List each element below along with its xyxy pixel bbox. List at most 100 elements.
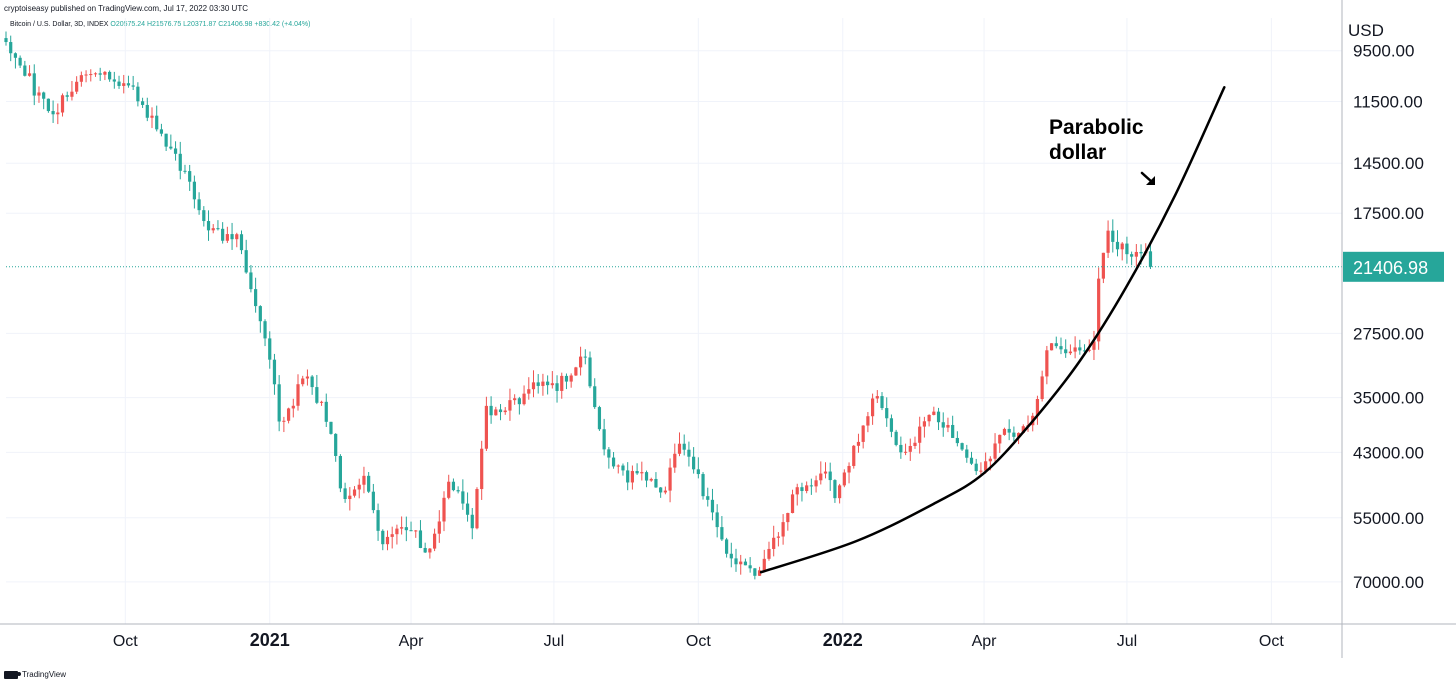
price-tick-label: 14500.00	[1353, 154, 1424, 173]
candle-body	[192, 181, 196, 200]
candle-body	[998, 434, 1002, 444]
candle-body	[385, 536, 390, 545]
candle-body	[1092, 341, 1096, 350]
candle-body	[305, 376, 310, 379]
parabolic-curve	[759, 86, 1226, 574]
candle-body	[27, 73, 32, 76]
candle-body	[390, 534, 394, 537]
candle-body	[169, 146, 173, 149]
candle-body	[790, 494, 795, 514]
candle-body	[475, 489, 479, 529]
candle-body	[786, 513, 790, 523]
candle-body	[206, 221, 211, 231]
candle-body	[527, 389, 531, 394]
time-tick-label: Apr	[399, 633, 425, 650]
candle-body	[1068, 351, 1073, 354]
candle-body	[828, 471, 832, 481]
price-axis[interactable]: 9500.00 11500.00 14500.00 17500.00 27500.00 3…	[1353, 42, 1424, 592]
candle-body	[216, 228, 220, 230]
annotation-line-1: Parabolic	[1049, 116, 1144, 139]
candle-body	[400, 527, 404, 529]
candle-body	[800, 487, 804, 492]
candle-body	[1125, 243, 1129, 255]
candle-body	[37, 92, 41, 96]
candle-body	[993, 443, 997, 459]
arrow-shaft	[1140, 171, 1154, 184]
tradingview-logo-icon	[4, 670, 21, 679]
candle-body	[531, 382, 536, 390]
candle-body	[470, 514, 474, 529]
candle-body	[1040, 376, 1044, 400]
price-tick-label: 27500.00	[1353, 324, 1424, 343]
candle-body	[908, 445, 912, 452]
candle-body	[583, 356, 587, 358]
current-price-badge-bg	[1343, 251, 1444, 282]
candle-body	[1059, 346, 1063, 350]
candle-body	[1130, 254, 1134, 257]
candle-body	[178, 153, 182, 171]
candle-body	[315, 387, 319, 403]
symbol-legend: Bitcoin / U.S. Dollar, 3D, INDEX O20575.…	[10, 21, 310, 28]
candle-body	[734, 558, 738, 565]
time-tick-label: Oct	[1259, 633, 1284, 650]
candle-body	[211, 228, 215, 231]
candle-body	[809, 485, 813, 487]
candle-body	[974, 463, 978, 472]
candle-body	[710, 499, 715, 513]
candle-body	[456, 490, 460, 492]
candle-body	[188, 171, 192, 182]
candle-body	[9, 42, 13, 54]
currency-label: USD	[1348, 21, 1384, 40]
candle-body	[541, 381, 545, 386]
candle-body	[447, 481, 451, 498]
candle-body	[951, 424, 955, 438]
candle-body	[838, 485, 842, 499]
candle-body	[984, 461, 988, 471]
candle-body	[564, 375, 569, 382]
price-tick-label: 35000.00	[1353, 389, 1424, 408]
candle-body	[221, 228, 225, 241]
candle-body	[164, 133, 168, 147]
candle-body	[715, 512, 719, 528]
candle-body	[550, 383, 554, 386]
candle-body	[593, 386, 597, 408]
candle-body	[701, 474, 705, 497]
candle-body	[65, 95, 69, 97]
candle-body	[423, 547, 427, 553]
candle-body	[1087, 349, 1091, 351]
candle-body	[988, 458, 992, 462]
time-tick-label: 2021	[250, 630, 290, 650]
candle-body	[225, 234, 229, 241]
brand-name: TradingView	[22, 670, 67, 679]
candle-body	[1139, 251, 1143, 254]
candle-body	[329, 421, 333, 434]
candle-body	[32, 73, 36, 96]
candle-body	[235, 234, 239, 240]
candle-body	[51, 111, 55, 115]
candle-body	[885, 408, 889, 419]
candle-body	[13, 53, 18, 58]
candle-body	[418, 530, 423, 548]
candle-body	[588, 357, 592, 387]
candle-body	[687, 449, 691, 457]
candle-body	[75, 81, 79, 92]
candle-body	[748, 565, 752, 569]
candle-body	[451, 481, 456, 491]
candle-body	[852, 445, 856, 466]
price-tick-label: 55000.00	[1353, 509, 1424, 528]
price-tick-label: 70000.00	[1353, 573, 1424, 592]
candle-body	[108, 71, 112, 80]
candle-body	[969, 457, 974, 464]
price-tick-label: 43000.00	[1353, 443, 1424, 462]
candle-body	[1078, 347, 1082, 351]
candle-body	[918, 426, 922, 443]
candle-body	[296, 384, 300, 406]
candle-body	[729, 553, 733, 559]
candle-body	[743, 561, 748, 566]
candle-body	[1002, 428, 1007, 435]
candle-body	[117, 81, 121, 86]
candle-body	[1035, 399, 1040, 416]
time-axis[interactable]: Oct 2021 Apr Jul Oct 2022 Apr Jul Oct	[113, 630, 1284, 650]
candle-body	[122, 83, 126, 86]
